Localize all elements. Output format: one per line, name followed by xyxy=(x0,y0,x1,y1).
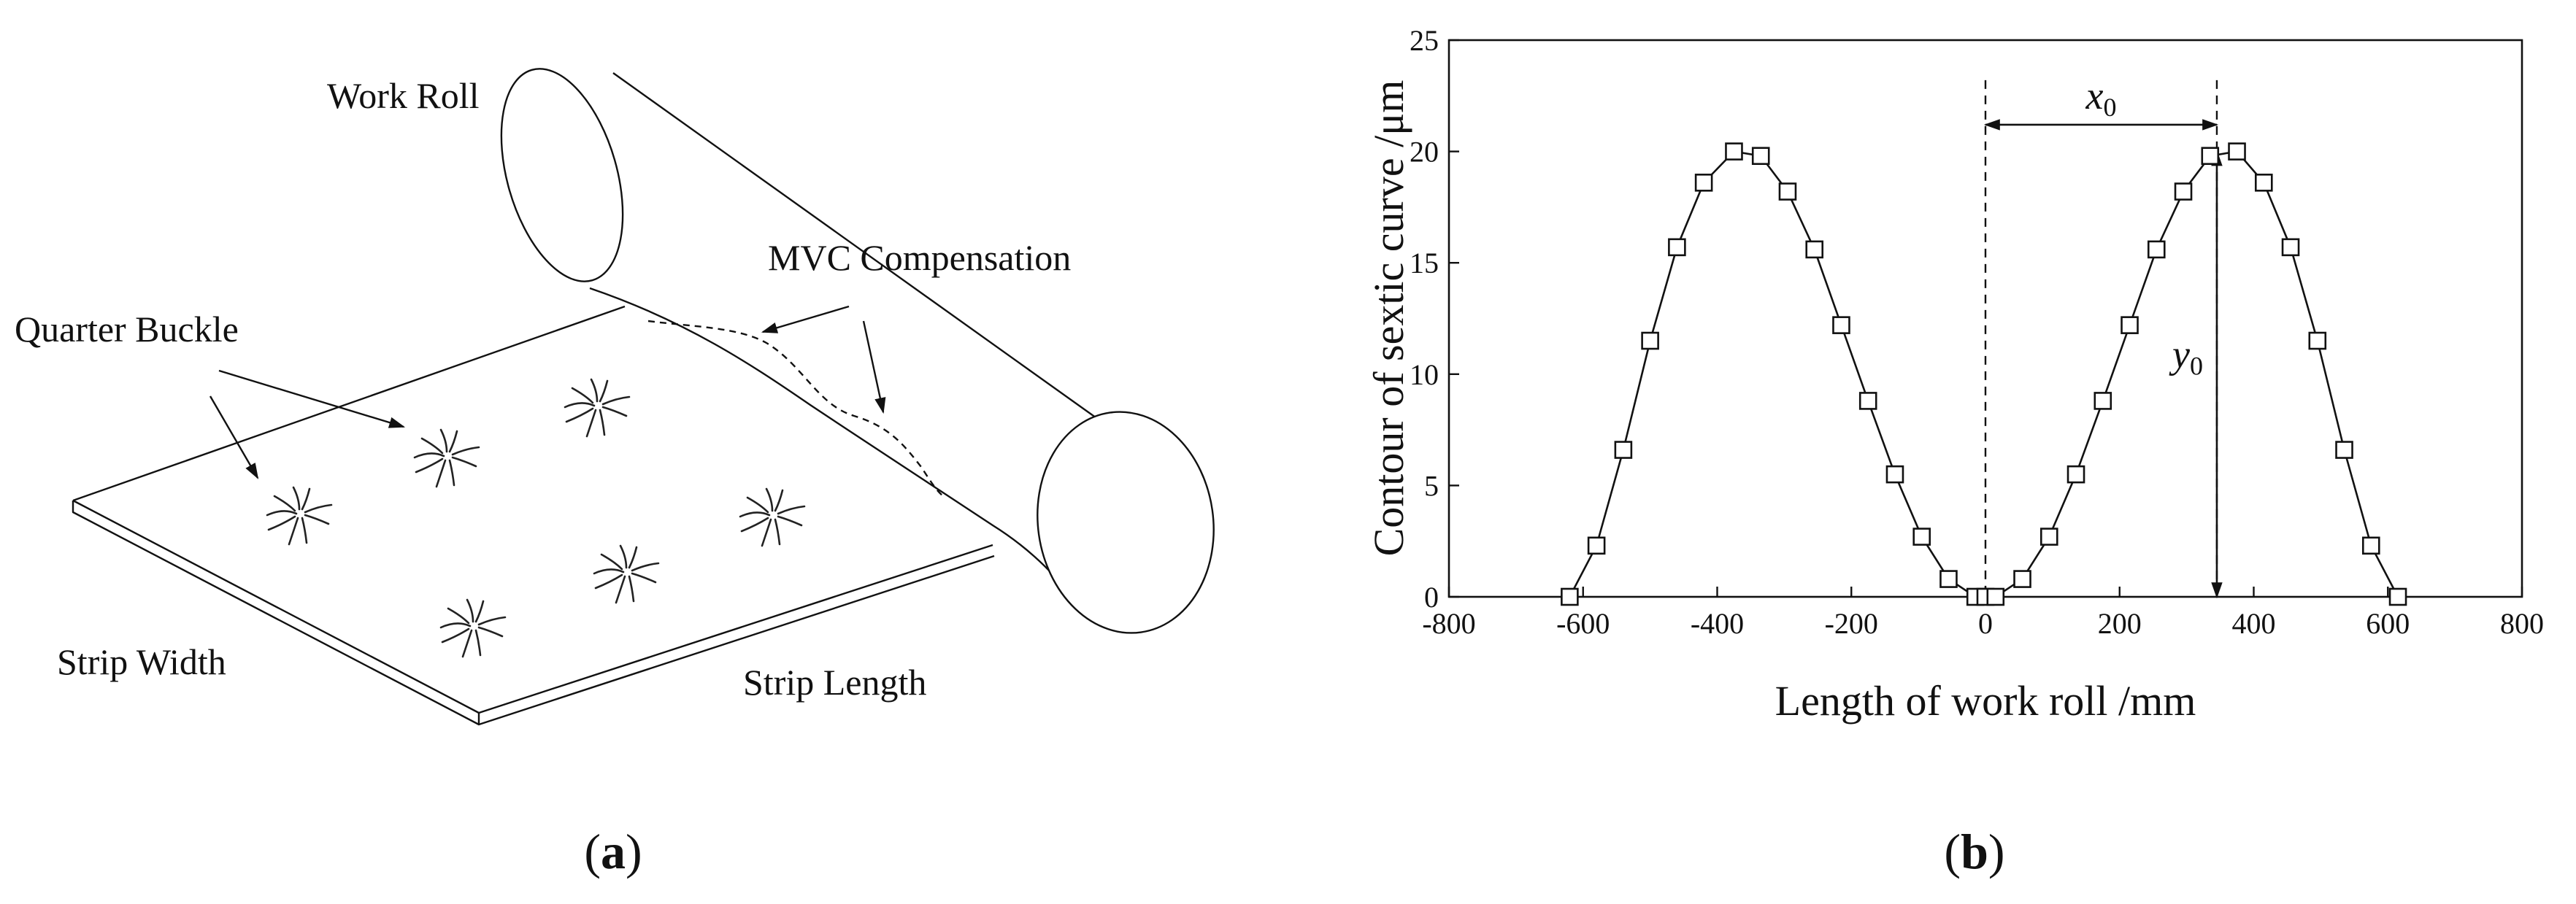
x-tick-label: -800 xyxy=(1422,607,1475,640)
data-point-marker xyxy=(2281,238,2300,257)
roll-bottom-outline xyxy=(589,287,1066,592)
work-roll xyxy=(500,68,1215,634)
y0-label: y0 xyxy=(2169,333,2203,381)
data-point-marker xyxy=(2094,392,2112,410)
data-point-marker xyxy=(1561,587,1579,606)
y-tick-label: 10 xyxy=(1410,358,1439,391)
buckle-arrow-2 xyxy=(209,395,259,479)
y-tick-label: 20 xyxy=(1410,136,1439,169)
buckle-mark xyxy=(413,428,480,488)
strip-thickness-edges xyxy=(72,501,995,726)
data-point-marker xyxy=(1587,536,1606,555)
data-point-marker xyxy=(2201,147,2220,166)
x-tick-label: -200 xyxy=(1825,607,1878,640)
data-point-marker xyxy=(1751,147,1770,166)
panel-b-tag: (b) xyxy=(1944,824,2004,879)
data-point-marker xyxy=(2174,182,2193,201)
data-point-marker xyxy=(1614,441,1633,459)
series-line xyxy=(1569,150,2399,598)
roll-back-end xyxy=(500,68,624,282)
y-axis-title: Contour of sextic curve /μm xyxy=(1365,80,1412,557)
buckle-mark xyxy=(564,378,631,438)
data-point-marker xyxy=(1885,465,1904,484)
data-point-marker xyxy=(2361,536,2380,555)
data-series xyxy=(1561,142,2407,606)
panel-b-chart: -800 -600 -400 -200 0 200 400 600 8000510152025 … xyxy=(1365,24,2544,879)
x-tick-label: -600 xyxy=(1556,607,1610,640)
y-tick-label: 15 xyxy=(1410,247,1439,279)
chart-annotations xyxy=(1983,80,2223,599)
data-point-marker xyxy=(2013,570,2031,588)
quarter-buckle-label: Quarter Buckle xyxy=(15,309,239,349)
x-tick-label: 0 xyxy=(1978,607,1993,640)
data-point-marker xyxy=(1858,392,1877,410)
buckle-mark xyxy=(439,598,507,658)
data-point-marker xyxy=(1668,238,1686,257)
buckle-mark xyxy=(739,487,806,547)
mvc-compensation-label: MVC Compensation xyxy=(768,237,1071,278)
mvc-arrow-2 xyxy=(862,320,886,414)
mvc-compensation-profile xyxy=(647,320,946,499)
y-tick-label: 25 xyxy=(1410,24,1439,57)
data-point-marker xyxy=(2308,331,2327,350)
work-roll-label: Work Roll xyxy=(327,75,479,116)
roll-top-outline xyxy=(612,72,1125,439)
x-tick-label: -400 xyxy=(1691,607,1744,640)
data-point-marker xyxy=(2335,441,2353,459)
data-point-marker xyxy=(1805,240,1824,259)
panel-a-tag: (a) xyxy=(584,824,642,879)
axis-tick-labels: -800 -600 -400 -200 0 200 400 600 800 0 5 10 15 20 25 xyxy=(1410,24,2544,640)
buckle-mark xyxy=(593,544,660,604)
y-tick-label: 0 xyxy=(1424,581,1439,614)
data-point-marker xyxy=(2066,465,2085,484)
strip-back-edge xyxy=(72,305,626,502)
data-point-marker xyxy=(1694,174,1713,192)
x-axis-title: Length of work roll /mm xyxy=(1775,677,2196,725)
diagram-arrows xyxy=(209,305,886,479)
data-point-marker xyxy=(1939,570,1958,588)
buckle-arrow-1 xyxy=(218,369,406,428)
roll-front-end xyxy=(1037,411,1215,634)
data-point-marker xyxy=(1778,182,1797,201)
data-point-marker xyxy=(1641,331,1659,350)
data-point-marker xyxy=(2388,587,2407,606)
data-point-marker xyxy=(2228,142,2246,161)
data-point-marker xyxy=(2121,316,2139,334)
data-point-marker xyxy=(2254,174,2273,192)
x-tick-label: 200 xyxy=(2098,607,2142,640)
y-tick-label: 5 xyxy=(1424,469,1439,502)
data-point-marker xyxy=(1725,142,1743,161)
buckle-mark xyxy=(266,486,333,546)
strip-plate xyxy=(72,305,995,726)
data-point-marker xyxy=(1832,316,1850,334)
data-point-marker xyxy=(2147,240,2166,259)
panel-a-diagram: Work Roll MVC Compensation Quarter Buckl… xyxy=(15,68,1215,879)
data-point-marker xyxy=(1986,587,2005,606)
x-tick-label: 400 xyxy=(2232,607,2276,640)
data-point-marker xyxy=(2039,528,2058,546)
quarter-buckles xyxy=(266,378,806,658)
x0-label: x0 xyxy=(2085,74,2117,122)
data-point-marker xyxy=(1912,528,1931,546)
strip-length-label: Strip Length xyxy=(743,662,926,703)
mvc-arrow-1 xyxy=(761,305,850,333)
x-tick-label: 800 xyxy=(2500,607,2544,640)
strip-width-label: Strip Width xyxy=(57,641,226,682)
x-tick-label: 600 xyxy=(2366,607,2410,640)
